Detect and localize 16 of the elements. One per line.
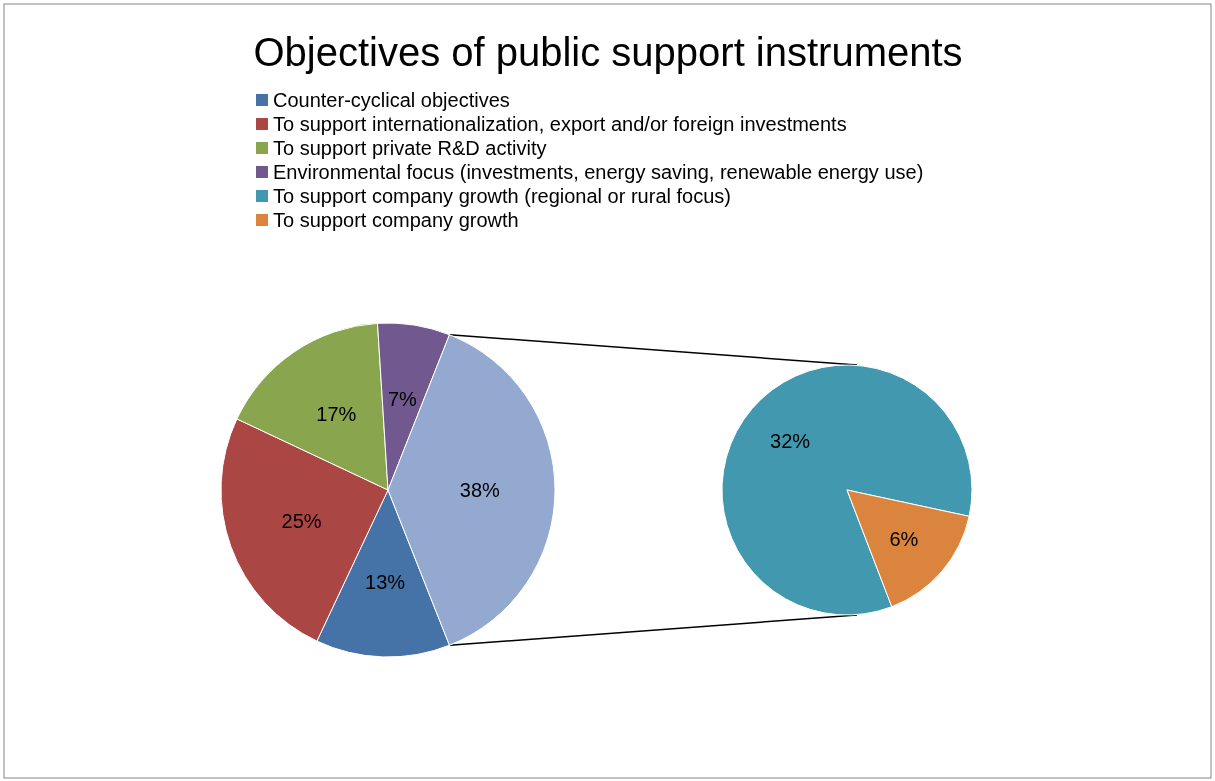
data-label: 38% xyxy=(459,479,501,501)
legend-label: To support internationalization, export and/or foreign investments xyxy=(273,113,847,135)
legend-label: To support company growth xyxy=(273,209,519,231)
data-label: 32% xyxy=(770,430,811,453)
legend-label: To support private R&D activity xyxy=(273,137,547,159)
pie-slice xyxy=(846,489,970,608)
chart-title: Objectives of public support instruments xyxy=(253,30,963,74)
data-label: 17% xyxy=(316,403,357,426)
data-label: 7% xyxy=(387,388,418,411)
pie-slice xyxy=(721,364,973,616)
legend-label: To support company growth (regional or rural focus) xyxy=(273,185,731,207)
data-label: 13% xyxy=(365,570,406,593)
legend-label: Counter-cyclical objectives xyxy=(273,89,510,111)
data-label: 6% xyxy=(889,527,919,550)
legend-label: Environmental focus (investments, energy saving, renewable energy use) xyxy=(273,161,924,183)
data-label: 25% xyxy=(281,510,322,533)
